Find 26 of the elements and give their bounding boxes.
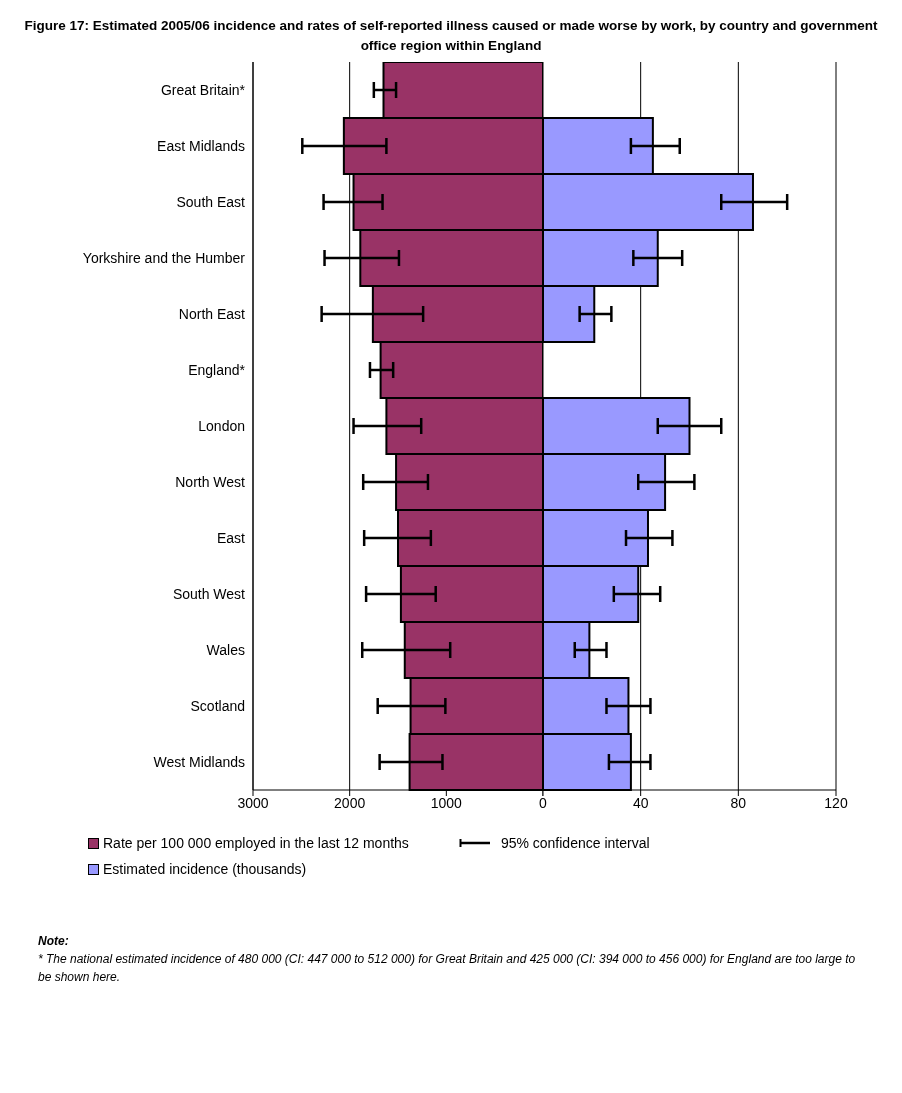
x-tick-label: 1000 [430,794,463,811]
y-tick-label: South East [176,193,246,210]
y-tick-label: London [198,417,245,434]
y-tick-label: Scotland [190,697,245,714]
x-tick-label: 40 [632,794,649,811]
x-tick-label: 2000 [334,794,366,811]
y-tick-label: South West [172,585,246,602]
x-tick-label: 3000 [237,794,269,811]
text: * The national estimated incidence of 480 000 (CI: 447 000 to 512 000) for Great Britain and 425 000 (CI: 394 000 to 456 000) for England are too large to be shown here. [38,951,857,986]
y-tick-label: Wales [206,641,245,658]
y-tick-label: North West [175,473,246,490]
x-tick-label: 120 [824,794,848,811]
y-tick-label: West Midlands [153,753,245,770]
chart-title: Figure 17: Estimated 2005/06 incidence and rates of self-reported illness caused or made worse by work, by country and government office region within England [23,17,879,55]
y-tick-label: Yorkshire and the Humber [82,249,246,266]
text: Estimated incidence (thousands) [103,861,307,877]
x-tick-label: 80 [730,794,747,811]
x-tick-label: 0 [539,794,548,811]
text: 95% confidence interval [500,835,650,851]
y-tick-label: North East [178,305,246,322]
y-tick-label: East Midlands [157,137,245,154]
legend-label: Rate per 100 000 employed in the last 12 months [103,835,409,851]
text: Note: [38,933,70,950]
y-tick-label: England* [188,361,246,378]
y-tick-label: East [216,529,246,546]
y-tick-label: Great Britain* [160,81,246,98]
